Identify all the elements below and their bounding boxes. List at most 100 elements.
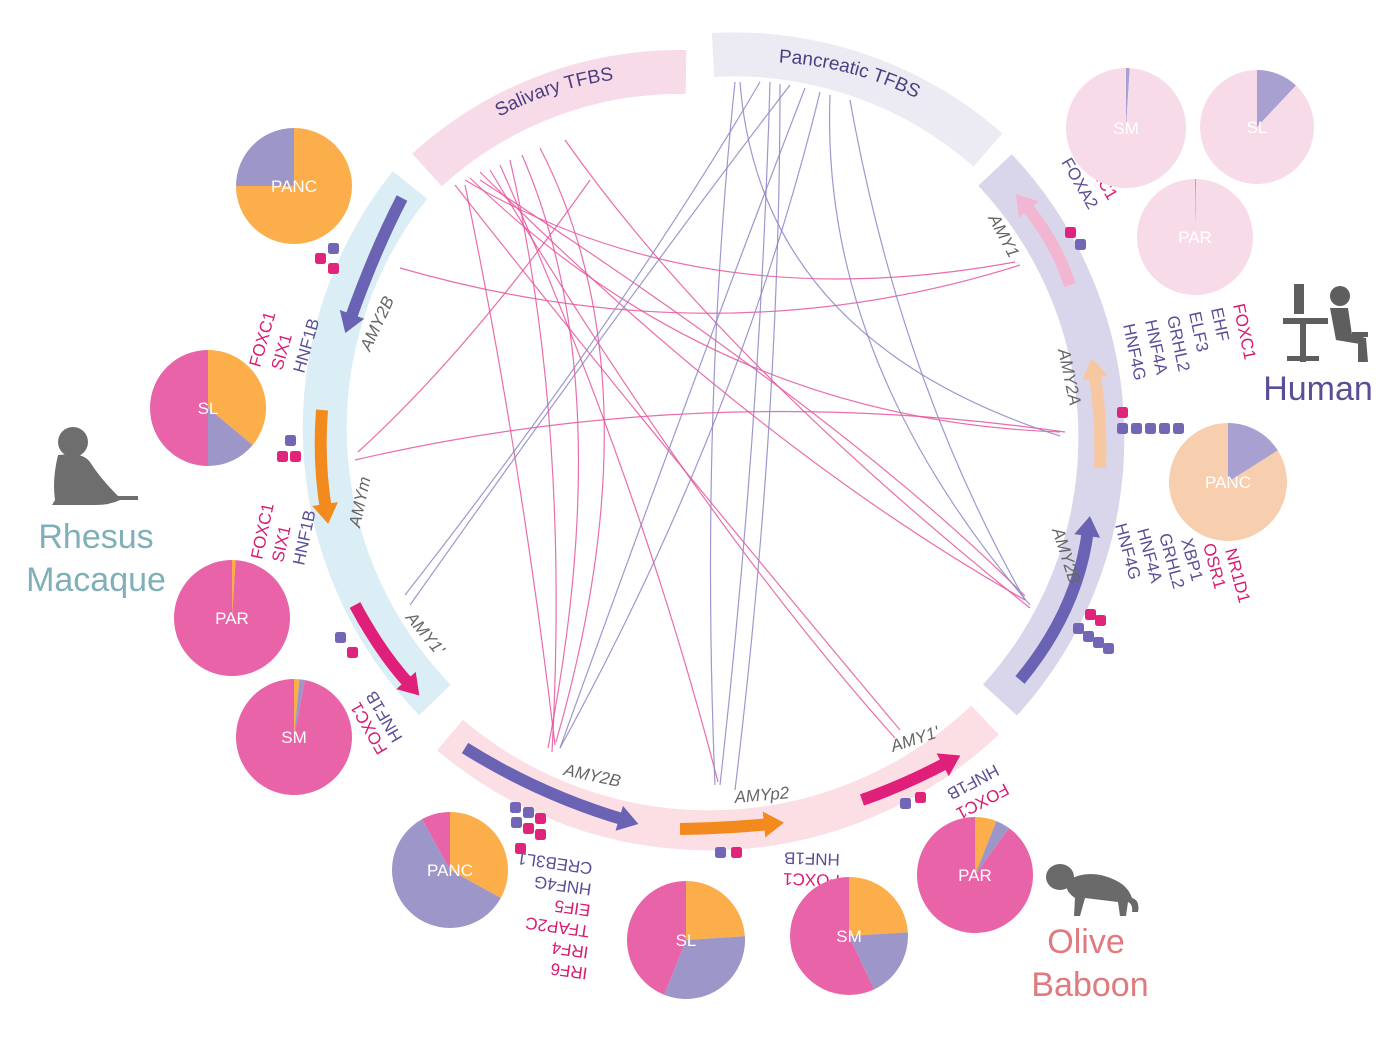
tfbs-square bbox=[715, 847, 726, 858]
tfbs-square bbox=[535, 813, 546, 824]
tf-label: EIF5 bbox=[553, 896, 591, 920]
pie-label: SL bbox=[676, 931, 697, 950]
pie-slice bbox=[849, 877, 908, 936]
salivary-link bbox=[354, 410, 1066, 461]
tfbs-square bbox=[515, 843, 526, 854]
pancreatic-link bbox=[559, 91, 821, 749]
pie-slice bbox=[1200, 70, 1314, 184]
tf-label: EHF bbox=[1207, 306, 1233, 343]
tfbs-square bbox=[285, 435, 296, 446]
tfbs-links bbox=[354, 81, 1066, 791]
tf-label: HNF1B bbox=[289, 508, 319, 566]
pie-label: PAR bbox=[958, 866, 992, 885]
salivary-tfbs-band bbox=[412, 49, 687, 187]
salivary-link bbox=[399, 264, 1021, 314]
gene-label-baboon-amyp2: AMYp2 bbox=[733, 783, 791, 807]
pancreatic-link bbox=[734, 83, 781, 791]
pancreatic-link bbox=[404, 81, 761, 596]
pie-slice bbox=[294, 679, 305, 737]
pie-slice bbox=[208, 350, 266, 445]
salivary-link bbox=[357, 179, 591, 453]
pie-slice bbox=[849, 932, 909, 990]
pie-hu-panc: PANC bbox=[1168, 423, 1287, 542]
tfbs-square bbox=[277, 451, 288, 462]
human-desk-icon bbox=[1283, 284, 1368, 362]
tfbs-square bbox=[1073, 623, 1084, 634]
tf-label: CREB3L1 bbox=[516, 849, 594, 878]
pie-slice bbox=[1066, 68, 1187, 189]
pancreatic-link bbox=[409, 84, 791, 606]
pie-slice bbox=[975, 817, 997, 875]
pie-slice bbox=[1168, 423, 1287, 542]
human-amy1-arrow bbox=[1016, 194, 1076, 287]
pie-label: PANC bbox=[427, 861, 473, 880]
tfbs-square bbox=[1065, 227, 1076, 238]
species-label-olive: Olive bbox=[1047, 923, 1124, 961]
rhesus-amym-arrow bbox=[312, 409, 338, 524]
tfbs-square bbox=[1117, 423, 1128, 434]
pie-ba-par: PAR bbox=[916, 817, 1033, 933]
pie-slice bbox=[1257, 70, 1297, 127]
baboon-icon bbox=[1046, 864, 1139, 916]
tfbs-square bbox=[1131, 423, 1142, 434]
tfbs-square bbox=[1085, 609, 1096, 620]
salivary-link bbox=[489, 169, 896, 739]
salivary-link bbox=[479, 171, 1026, 601]
pie-hu-sl: SL bbox=[1200, 70, 1314, 184]
pie-rh-par: PAR bbox=[174, 560, 291, 676]
expression-pies: PANC SL PAR SM SM SL PAR PANC PANC SL SM PAR bbox=[150, 68, 1314, 999]
pancreatic-link bbox=[719, 81, 771, 786]
pie-slice bbox=[626, 881, 686, 995]
tf-label: FOXC1 bbox=[1229, 302, 1259, 361]
tf-label: HNF1B bbox=[784, 848, 840, 869]
salivary-link bbox=[469, 177, 1061, 433]
pie-hu-sm: SM bbox=[1066, 68, 1187, 189]
pie-slice bbox=[686, 881, 745, 940]
tfbs-square bbox=[328, 243, 339, 254]
pie-slice bbox=[150, 350, 208, 466]
tfbs-square bbox=[1159, 423, 1170, 434]
pie-ba-sl: SL bbox=[626, 881, 746, 999]
pie-slice bbox=[916, 817, 1033, 933]
baboon-amyp2-arrow bbox=[679, 811, 784, 838]
pie-slice bbox=[294, 679, 300, 737]
gene-arrows bbox=[312, 194, 1108, 838]
pie-label: PAR bbox=[215, 609, 249, 628]
pie-slice bbox=[1126, 68, 1130, 128]
tfbs-count-squares bbox=[277, 227, 1184, 858]
tfbs-square bbox=[347, 647, 358, 658]
tfbs-square bbox=[1103, 643, 1114, 654]
pie-slice bbox=[208, 408, 253, 466]
tfbs-square bbox=[511, 817, 522, 828]
tfbs-square bbox=[328, 263, 339, 274]
pie-label: SL bbox=[1247, 118, 1268, 137]
pie-slice bbox=[1228, 423, 1278, 482]
pie-hu-par: PAR bbox=[1137, 179, 1254, 295]
tf-label: IRF4 bbox=[550, 938, 589, 962]
pie-label: SM bbox=[1113, 119, 1139, 138]
tfbs-square bbox=[1173, 423, 1184, 434]
pie-slice bbox=[450, 812, 508, 898]
pie-slice bbox=[422, 812, 450, 870]
human-amy2a-arrow bbox=[1082, 358, 1108, 469]
pie-slice bbox=[975, 821, 1010, 875]
pancreatic-link bbox=[739, 81, 1061, 437]
pie-label: PAR bbox=[1178, 228, 1212, 247]
pie-slice bbox=[790, 877, 875, 995]
baboon-amy2b-arrow bbox=[461, 742, 639, 831]
salivary-link bbox=[499, 164, 719, 783]
pie-label: SL bbox=[198, 399, 219, 418]
pie-rh-panc: PANC bbox=[236, 128, 352, 244]
tfbs-square bbox=[523, 823, 534, 834]
pie-slice bbox=[1195, 179, 1197, 237]
salivary-link bbox=[564, 139, 1031, 609]
macaque-icon bbox=[52, 427, 138, 505]
salivary-link bbox=[454, 184, 901, 731]
pie-slice bbox=[664, 936, 746, 999]
tfbs-square bbox=[731, 847, 742, 858]
tfbs-square bbox=[523, 807, 534, 818]
tfbs-square bbox=[1145, 423, 1156, 434]
tfbs-square bbox=[315, 253, 326, 264]
pie-label: PANC bbox=[1205, 473, 1251, 492]
